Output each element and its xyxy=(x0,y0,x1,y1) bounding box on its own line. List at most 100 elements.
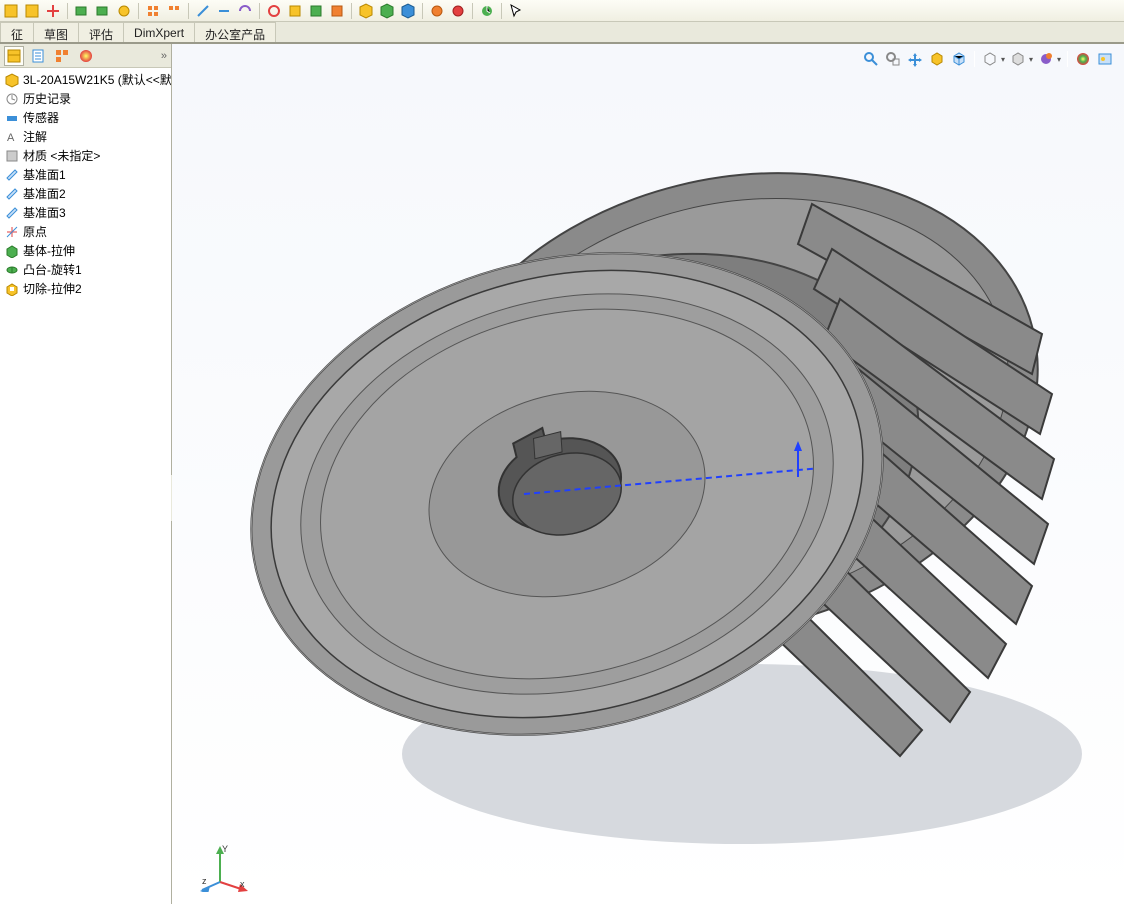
history-icon xyxy=(4,91,20,107)
tree-item[interactable]: 凸台-旋转1 xyxy=(0,260,171,279)
cut-icon xyxy=(4,281,20,297)
scene-icon[interactable] xyxy=(1009,50,1027,68)
toolbar-btn[interactable] xyxy=(236,2,254,20)
sensor-icon xyxy=(4,110,20,126)
feature-manager-panel: » 3L-20A15W21K5 (默认<<默认 历史记录 传感器 A 注解 材质 xyxy=(0,44,172,904)
tree-item[interactable]: 基体-拉伸 xyxy=(0,241,171,260)
tree-item[interactable]: 基准面1 xyxy=(0,165,171,184)
tree-label: 基体-拉伸 xyxy=(23,242,75,259)
origin-icon xyxy=(4,224,20,240)
revolve-icon xyxy=(4,262,20,278)
view-triad: Y x z xyxy=(200,842,250,892)
extrude-icon xyxy=(4,243,20,259)
toolbar-btn[interactable] xyxy=(115,2,133,20)
model-pulley[interactable] xyxy=(222,74,1092,874)
toolbar-btn[interactable] xyxy=(94,2,112,20)
tree-label: 基准面1 xyxy=(23,166,66,183)
panel-tab-property[interactable] xyxy=(28,46,48,66)
axis-arrow-icon xyxy=(790,439,806,479)
toolbar-btn[interactable] xyxy=(428,2,446,20)
toolbar-btn[interactable] xyxy=(357,2,375,20)
tree-item[interactable]: 基准面2 xyxy=(0,184,171,203)
toolbar-btn[interactable] xyxy=(307,2,325,20)
rotate-icon[interactable] xyxy=(928,50,946,68)
tree-item[interactable]: 基准面3 xyxy=(0,203,171,222)
tree-root[interactable]: 3L-20A15W21K5 (默认<<默认 xyxy=(0,70,171,89)
tree-label: 注解 xyxy=(23,128,47,145)
toolbar-btn[interactable] xyxy=(73,2,91,20)
tree-label: 材质 <未指定> xyxy=(23,147,100,164)
section-icon[interactable] xyxy=(1037,50,1055,68)
toolbar-separator xyxy=(188,3,189,19)
tree-item[interactable]: 切除-拉伸2 xyxy=(0,279,171,298)
tab-dimxpert[interactable]: DimXpert xyxy=(124,22,195,42)
tab-sketch[interactable]: 草图 xyxy=(34,22,79,42)
tab-evaluate[interactable]: 评估 xyxy=(79,22,124,42)
material-icon xyxy=(4,148,20,164)
tree-item[interactable]: 原点 xyxy=(0,222,171,241)
toolbar-btn[interactable] xyxy=(378,2,396,20)
tree-item[interactable]: 材质 <未指定> xyxy=(0,146,171,165)
dropdown-arrow-icon[interactable]: ▾ xyxy=(1001,55,1005,64)
tree-label: 原点 xyxy=(23,223,47,240)
command-tabs: 征 草图 评估 DimXpert 办公室产品 xyxy=(0,22,1124,44)
main-toolbar xyxy=(0,0,1124,22)
tree-item[interactable]: A 注解 xyxy=(0,127,171,146)
zoom-fit-icon[interactable] xyxy=(862,50,880,68)
appearance-icon[interactable] xyxy=(1074,50,1092,68)
hud-separator xyxy=(974,51,975,67)
toolbar-btn[interactable] xyxy=(265,2,283,20)
toolbar-btn[interactable] xyxy=(449,2,467,20)
toolbar-btn[interactable] xyxy=(399,2,417,20)
panel-tab-display[interactable] xyxy=(76,46,96,66)
display-mode-icon[interactable] xyxy=(981,50,999,68)
svg-text:A: A xyxy=(7,132,15,144)
toolbar-separator xyxy=(67,3,68,19)
zoom-window-icon[interactable] xyxy=(884,50,902,68)
viewport[interactable]: ▾ ▾ ▾ xyxy=(172,44,1124,904)
toolbar-btn[interactable] xyxy=(478,2,496,20)
panel-expand-icon[interactable]: » xyxy=(161,50,167,62)
svg-text:x: x xyxy=(240,879,245,889)
toolbar-btn[interactable] xyxy=(215,2,233,20)
tree-label: 历史记录 xyxy=(23,90,71,107)
svg-text:z: z xyxy=(202,876,207,886)
toolbar-btn[interactable] xyxy=(286,2,304,20)
plane-icon xyxy=(4,167,20,183)
tree-label: 传感器 xyxy=(23,109,59,126)
tree-label: 基准面2 xyxy=(23,185,66,202)
pan-icon[interactable] xyxy=(906,50,924,68)
toolbar-btn[interactable] xyxy=(328,2,346,20)
tree-root-label: 3L-20A15W21K5 (默认<<默认 xyxy=(23,71,171,88)
plane-icon xyxy=(4,205,20,221)
hud-toolbar: ▾ ▾ ▾ xyxy=(862,50,1114,68)
toolbar-separator xyxy=(501,3,502,19)
toolbar-cursor-icon[interactable] xyxy=(507,2,525,20)
panel-tabs: » xyxy=(0,44,171,68)
view-cube-icon[interactable] xyxy=(950,50,968,68)
render-icon[interactable] xyxy=(1096,50,1114,68)
tree-label: 切除-拉伸2 xyxy=(23,280,82,297)
tab-feature[interactable]: 征 xyxy=(0,22,34,42)
plane-icon xyxy=(4,186,20,202)
tree-label: 基准面3 xyxy=(23,204,66,221)
toolbar-separator xyxy=(259,3,260,19)
dropdown-arrow-icon[interactable]: ▾ xyxy=(1029,55,1033,64)
toolbar-btn[interactable] xyxy=(23,2,41,20)
toolbar-btn[interactable] xyxy=(194,2,212,20)
panel-tab-config[interactable] xyxy=(52,46,72,66)
hud-separator xyxy=(1067,51,1068,67)
toolbar-btn[interactable] xyxy=(144,2,162,20)
panel-tab-featuremanager[interactable] xyxy=(4,46,24,66)
tree-item[interactable]: 历史记录 xyxy=(0,89,171,108)
toolbar-btn[interactable] xyxy=(2,2,20,20)
tree-item[interactable]: 传感器 xyxy=(0,108,171,127)
feature-tree: 3L-20A15W21K5 (默认<<默认 历史记录 传感器 A 注解 材质 <… xyxy=(0,68,171,904)
toolbar-separator xyxy=(351,3,352,19)
toolbar-btn[interactable] xyxy=(44,2,62,20)
tab-office[interactable]: 办公室产品 xyxy=(195,22,276,42)
toolbar-separator xyxy=(472,3,473,19)
toolbar-btn[interactable] xyxy=(165,2,183,20)
dropdown-arrow-icon[interactable]: ▾ xyxy=(1057,55,1061,64)
annot-icon: A xyxy=(4,129,20,145)
